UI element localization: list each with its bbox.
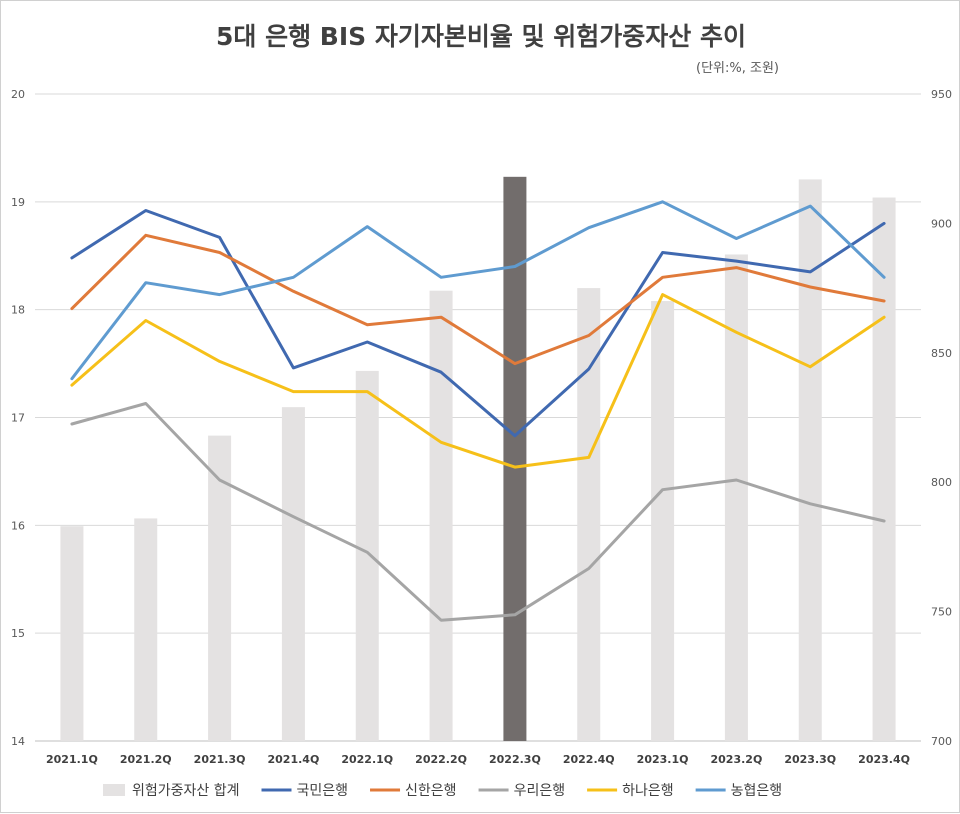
x-tick-label: 2023.1Q (637, 753, 689, 766)
line-농협은행 (70, 200, 886, 381)
left-axis-tick-label: 20 (11, 88, 25, 101)
x-tick-label: 2023.2Q (711, 753, 763, 766)
legend-label: 농협은행 (731, 783, 783, 799)
bar-2022.4Q (577, 288, 601, 741)
x-tick-label: 2021.2Q (120, 753, 172, 766)
legend-item-하나은행: 하나은행 (587, 783, 674, 799)
bar-2023.1Q (651, 301, 675, 741)
legend-item-우리은행: 우리은행 (478, 783, 566, 799)
x-tick-label: 2022.1Q (341, 753, 393, 766)
right-axis-ticks: 700 750 800 850 900 950 (931, 88, 952, 748)
left-axis-tick-label: 18 (11, 304, 25, 317)
right-axis-tick-label: 800 (931, 476, 952, 489)
x-tick-label: 2021.4Q (268, 753, 320, 766)
right-axis-tick-label: 900 (931, 217, 952, 230)
bar-series (60, 176, 896, 742)
line-국민은행 (70, 209, 886, 438)
line-우리은행 (70, 402, 886, 622)
line-series (70, 200, 886, 622)
legend-label: 국민은행 (297, 783, 349, 799)
x-tick-label: 2022.2Q (415, 753, 467, 766)
bar-2023.4Q (872, 197, 896, 741)
left-axis-ticks: 14 15 16 17 18 19 20 (11, 88, 25, 748)
line-신한은행 (70, 233, 886, 366)
x-tick-label: 2021.1Q (46, 753, 98, 766)
unit-note: (단위:%, 조원) (696, 61, 779, 76)
legend-item-농협은행: 농협은행 (695, 783, 783, 799)
legend-item-신한은행: 신한은행 (370, 783, 457, 799)
x-tick-label: 2023.4Q (858, 753, 910, 766)
right-axis-tick-label: 950 (931, 88, 952, 101)
left-axis-tick-label: 19 (11, 196, 25, 209)
bar-2022.1Q (355, 370, 379, 741)
legend-swatch (103, 784, 125, 796)
bar-2021.3Q (208, 435, 232, 741)
legend-label: 신한은행 (405, 783, 457, 799)
bar-2023.2Q (724, 254, 748, 741)
legend-item-위험가중자산 합계: 위험가중자산 합계 (103, 783, 240, 799)
bar-2021.4Q (281, 407, 305, 741)
x-tick-label: 2022.3Q (489, 753, 541, 766)
bar-2021.2Q (134, 518, 158, 741)
left-axis-tick-label: 15 (11, 627, 25, 640)
bar-2022.2Q (429, 290, 453, 741)
left-axis-tick-label: 16 (11, 519, 25, 532)
right-axis-tick-label: 850 (931, 347, 952, 360)
chart-title: 5대 은행 BIS 자기자본비율 및 위험가중자산 추이 (216, 22, 746, 51)
gridlines (35, 93, 921, 742)
right-axis-tick-label: 750 (931, 606, 952, 619)
left-axis-tick-label: 17 (11, 412, 25, 425)
legend-label: 우리은행 (514, 783, 566, 799)
x-tick-label: 2022.4Q (563, 753, 615, 766)
bar-2022.3Q (503, 176, 527, 742)
x-tick-label: 2021.3Q (194, 753, 246, 766)
bar-2021.1Q (60, 526, 84, 741)
legend-label: 위험가중자산 합계 (132, 783, 240, 799)
legend-label: 하나은행 (622, 783, 674, 799)
x-axis-ticks: 2021.1Q 2021.2Q 2021.3Q 2021.4Q 2022.1Q 2022.… (46, 753, 910, 766)
bar-2023.3Q (798, 179, 822, 742)
right-axis-tick-label: 700 (931, 735, 952, 748)
line-하나은행 (70, 293, 886, 469)
x-tick-label: 2023.3Q (784, 753, 836, 766)
left-axis-tick-label: 14 (11, 735, 25, 748)
legend: 위험가중자산 합계 국민은행 신한은행 우리은행 하나은행 농협은행 (103, 783, 782, 799)
legend-item-국민은행: 국민은행 (261, 783, 349, 799)
